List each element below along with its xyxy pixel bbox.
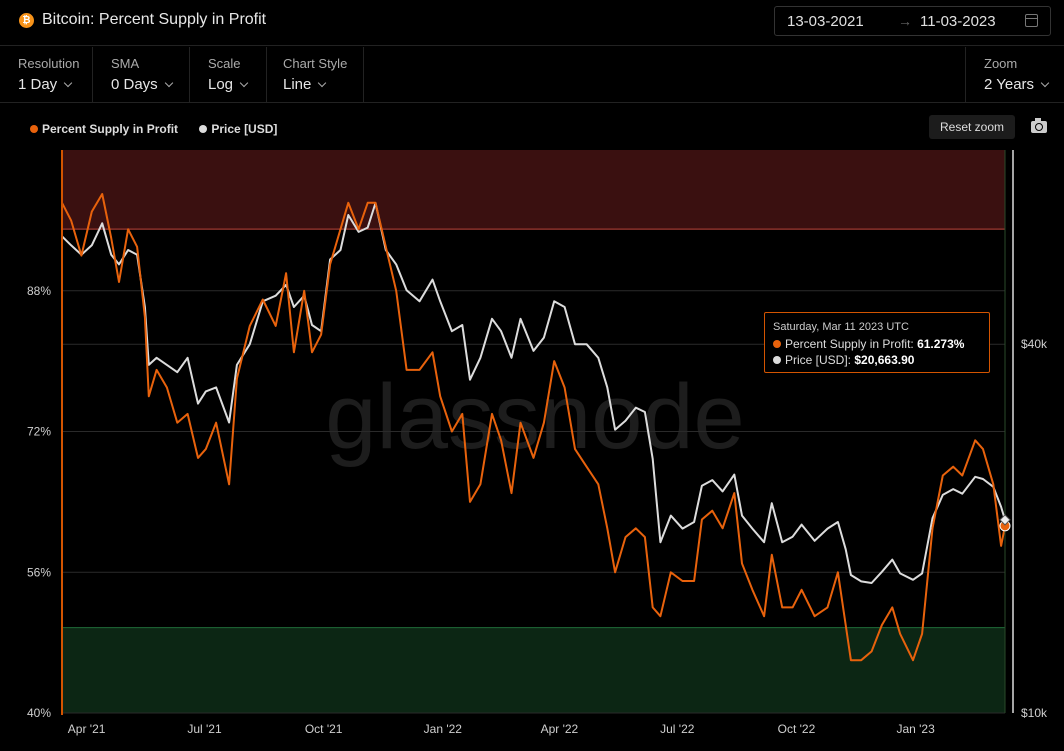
tooltip-date: Saturday, Mar 11 2023 UTC	[773, 321, 909, 333]
hover-tooltip: Saturday, Mar 11 2023 UTC Percent Supply…	[764, 312, 990, 373]
series-line-profit	[61, 193, 1006, 662]
hover-point-price	[999, 514, 1011, 526]
scale-dropdown[interactable]: Scale Log	[190, 47, 267, 103]
tooltip-row-price: Price [USD]: $20,663.90	[773, 353, 914, 367]
x-tick-label: Oct '21	[305, 722, 343, 736]
x-tick-label: Oct '22	[778, 722, 816, 736]
legend-label-price: Price [USD]	[211, 122, 278, 136]
legend-dot-profit	[30, 125, 38, 133]
tooltip-dot-price	[773, 356, 781, 364]
zoom-dropdown[interactable]: Zoom 2 Years	[965, 47, 1064, 103]
y-right-tick-label: $10k	[1021, 706, 1048, 720]
tooltip-row-profit: Percent Supply in Profit: 61.273%	[773, 337, 964, 351]
series-line-price	[61, 202, 1006, 584]
legend-dot-price	[199, 125, 208, 133]
resolution-label: Resolution	[18, 56, 80, 71]
chart-legend: Percent Supply in Profit Price [USD]	[30, 122, 295, 136]
x-tick-label: Apr '21	[68, 722, 106, 736]
zoom-label: Zoom	[984, 56, 1018, 71]
lower-band	[62, 627, 1005, 713]
legend-item-profit[interactable]: Percent Supply in Profit	[30, 122, 178, 136]
chart-style-label: Chart Style	[283, 56, 348, 71]
x-tick-label: Jan '22	[424, 722, 463, 736]
scale-value[interactable]: Log	[208, 76, 249, 93]
y-left-tick-label: 88%	[27, 284, 51, 298]
page-title: Bitcoin: Percent Supply in Profit	[42, 11, 267, 28]
y-left-tick-label: 72%	[27, 425, 51, 439]
x-tick-label: Jul '21	[187, 722, 222, 736]
chart-style-value[interactable]: Line	[283, 76, 327, 93]
y-left-tick-label: 56%	[27, 565, 51, 579]
chart-style-dropdown[interactable]: Chart Style Line	[267, 47, 364, 103]
legend-label-profit: Percent Supply in Profit	[42, 122, 179, 136]
upper-band	[62, 150, 1005, 230]
resolution-value[interactable]: 1 Day	[18, 76, 73, 93]
x-tick-label: Jan '23	[896, 722, 935, 736]
header-bar: ₿ Bitcoin: Percent Supply in Profit 13-0…	[0, 0, 1064, 46]
x-tick-label: Apr '22	[541, 722, 579, 736]
zoom-value[interactable]: 2 Years	[984, 76, 1050, 93]
reset-zoom-button[interactable]: Reset zoom	[929, 115, 1015, 139]
sma-dropdown[interactable]: SMA 0 Days	[93, 47, 190, 103]
tooltip-dot-profit	[773, 340, 781, 348]
calendar-icon[interactable]	[1025, 14, 1038, 27]
arrow-right-icon: →	[898, 13, 912, 29]
date-to-field[interactable]: 11-03-2023	[920, 13, 996, 30]
y-left-tick-label: 40%	[27, 706, 51, 720]
date-range-picker[interactable]: 13-03-2021 → 11-03-2023	[774, 6, 1051, 36]
scale-label: Scale	[208, 56, 241, 71]
chart-controls: Resolution 1 Day SMA 0 Days Scale Log Ch…	[0, 47, 1064, 103]
bitcoin-logo-icon: ₿	[19, 13, 34, 28]
resolution-dropdown[interactable]: Resolution 1 Day	[0, 47, 93, 103]
x-tick-label: Jul '22	[660, 722, 695, 736]
legend-item-price[interactable]: Price [USD]	[199, 122, 277, 136]
sma-value[interactable]: 0 Days	[111, 76, 173, 93]
y-right-tick-label: $40k	[1021, 337, 1048, 351]
sma-label: SMA	[111, 56, 140, 71]
date-from-field[interactable]: 13-03-2021	[787, 13, 864, 30]
camera-icon[interactable]	[1031, 118, 1047, 133]
